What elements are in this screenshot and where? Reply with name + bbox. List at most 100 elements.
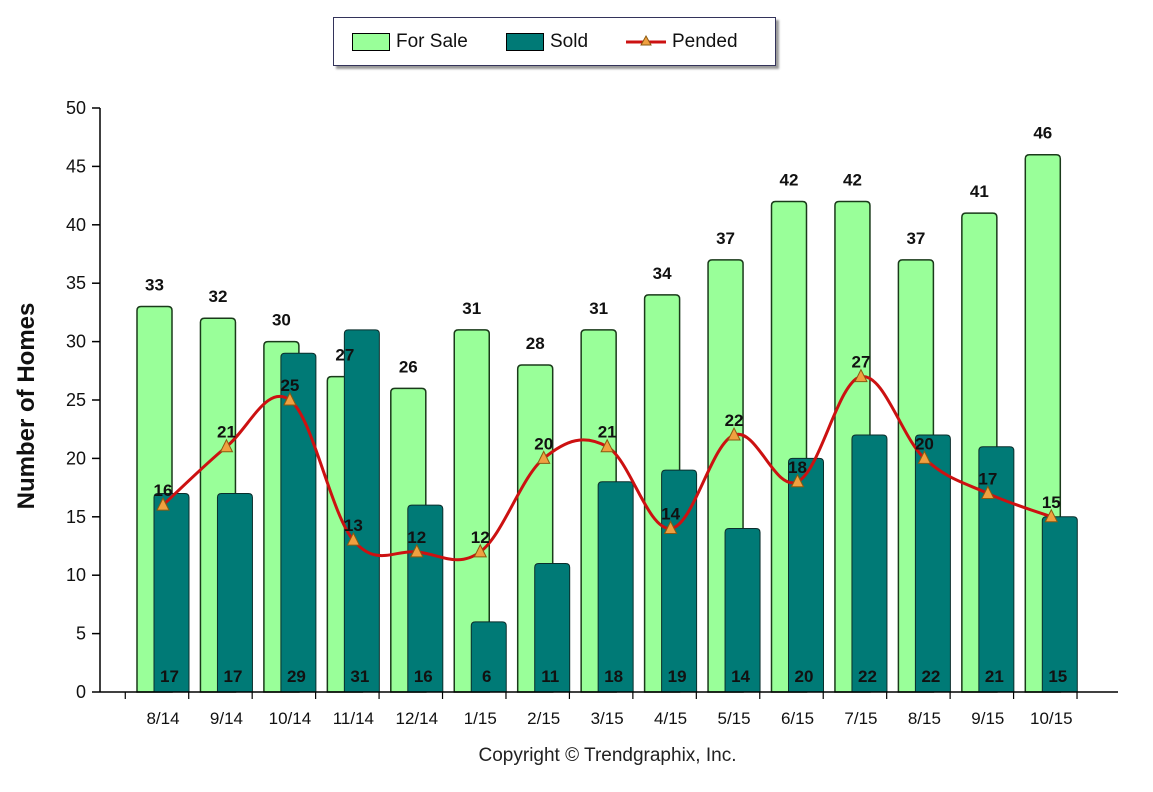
label-sold: 22: [858, 667, 877, 686]
label-pended: 21: [598, 423, 617, 442]
marker-pended: [663, 520, 678, 534]
legend-item-pended: Pended: [626, 31, 738, 53]
label-sold: 11: [541, 667, 559, 686]
legend-swatch-for-sale: [352, 33, 390, 51]
x-tick-label: 10/15: [1030, 709, 1073, 728]
x-tick-label: 8/15: [908, 709, 941, 728]
y-tick-label: 15: [66, 507, 86, 527]
bar-sold: [534, 563, 571, 693]
label-for-sale: 37: [716, 229, 735, 248]
bar-sold: [1041, 516, 1078, 693]
label-for-sale: 42: [780, 170, 799, 189]
y-tick-label: 5: [76, 624, 86, 644]
marker-pended: [536, 450, 551, 464]
label-for-sale: 37: [906, 229, 925, 248]
label-pended: 20: [534, 434, 553, 453]
label-for-sale: 28: [526, 334, 545, 353]
x-tick-label: 7/15: [844, 709, 877, 728]
marker-pended: [346, 532, 361, 546]
x-tick-label: 3/15: [591, 709, 624, 728]
y-tick-label: 25: [66, 390, 86, 410]
x-tick-label: 11/14: [333, 709, 374, 728]
legend: For Sale Sold Pended: [333, 17, 776, 66]
x-tick-label: 5/15: [718, 709, 751, 728]
y-tick-label: 45: [66, 156, 86, 176]
label-pended: 14: [661, 504, 680, 523]
label-pended: 12: [471, 528, 490, 547]
label-sold: 16: [414, 667, 433, 686]
marker-pended: [1044, 508, 1059, 523]
x-tick-label: 8/14: [146, 709, 179, 728]
x-tick-label: 6/15: [781, 709, 814, 728]
label-pended: 22: [725, 411, 744, 430]
label-pended: 16: [154, 481, 173, 500]
x-tick-label: 12/14: [396, 709, 439, 728]
bar-sold: [978, 446, 1015, 693]
y-axis-title: Number of Homes: [13, 303, 40, 510]
bar-sold: [724, 527, 761, 693]
label-sold: 20: [795, 667, 814, 686]
label-for-sale: 33: [145, 276, 164, 295]
label-sold: 6: [482, 667, 491, 686]
label-for-sale: 31: [589, 299, 608, 318]
x-tick-label: 9/15: [971, 709, 1004, 728]
x-tick-label: 2/15: [527, 709, 560, 728]
legend-label-for-sale: For Sale: [396, 31, 468, 52]
label-sold: 17: [160, 667, 179, 686]
marker-pended: [981, 485, 995, 499]
label-for-sale: 42: [843, 170, 862, 189]
label-pended: 18: [788, 458, 807, 477]
label-sold: 21: [985, 667, 1004, 686]
marker-pended: [727, 426, 741, 441]
label-sold: 14: [731, 667, 750, 686]
copyright-text: Copyright © Trendgraphix, Inc.: [478, 745, 737, 766]
marker-pended: [219, 438, 234, 453]
marker-pended: [917, 450, 932, 464]
label-sold: 19: [668, 667, 687, 686]
label-sold: 31: [350, 667, 369, 686]
label-sold: 15: [1048, 667, 1067, 686]
legend-label-sold: Sold: [550, 31, 589, 52]
label-for-sale: 46: [1033, 124, 1052, 143]
y-tick-label: 20: [66, 448, 86, 468]
label-sold: 17: [223, 667, 242, 686]
bar-for-sale: [453, 329, 490, 693]
bar-sold: [343, 329, 380, 693]
label-for-sale: 34: [653, 264, 672, 283]
marker-pended: [283, 391, 297, 406]
label-for-sale: 27: [335, 346, 354, 365]
label-sold: 18: [604, 667, 623, 686]
y-tick-label: 0: [76, 682, 86, 702]
label-for-sale: 41: [970, 182, 989, 201]
marker-pended: [473, 543, 488, 558]
legend-item-for-sale: For Sale: [352, 31, 468, 53]
bar-sold: [914, 434, 951, 693]
label-pended: 15: [1042, 493, 1061, 512]
legend-swatch-sold: [506, 33, 544, 51]
bar-sold: [597, 481, 634, 693]
label-pended: 13: [344, 516, 363, 535]
bar-sold: [788, 457, 824, 693]
legend-label-pended: Pended: [672, 31, 738, 52]
label-for-sale: 30: [272, 311, 291, 330]
bar-sold: [851, 434, 888, 693]
bar-sold: [280, 352, 317, 693]
y-tick-label: 50: [66, 98, 86, 118]
legend-line-pended: [626, 34, 666, 46]
label-for-sale: 32: [208, 287, 227, 306]
label-pended: 17: [978, 469, 997, 488]
y-tick-label: 30: [66, 332, 86, 352]
label-pended: 21: [217, 423, 236, 442]
bar-sold: [470, 621, 507, 693]
label-for-sale: 31: [462, 299, 481, 318]
label-sold: 29: [287, 667, 306, 686]
label-pended: 27: [851, 353, 870, 372]
y-tick-label: 35: [66, 273, 86, 293]
marker-pended: [409, 543, 424, 558]
label-pended: 12: [407, 528, 426, 547]
x-tick-label: 4/15: [654, 709, 687, 728]
y-tick-label: 10: [66, 565, 86, 585]
legend-item-sold: Sold: [506, 31, 588, 53]
